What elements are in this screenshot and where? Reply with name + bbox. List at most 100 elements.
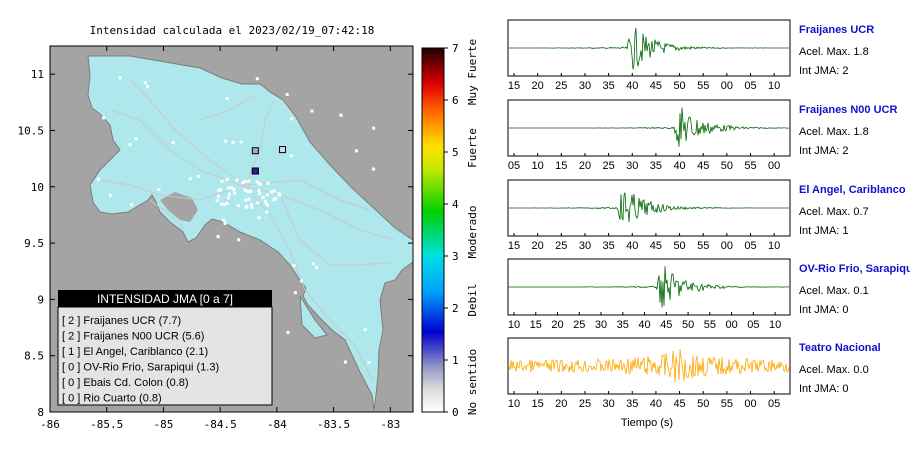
map-y-axis: 11 10.5 10 9.5 9 8.5 8 xyxy=(18,68,413,419)
map-title: Intensidad calculada el 2023/02/19_07:42… xyxy=(90,24,375,37)
trace-tick-label: 20 xyxy=(579,160,591,172)
trace-tick-label: 05 xyxy=(744,240,756,252)
road xyxy=(244,184,373,381)
town-marker xyxy=(223,221,227,225)
trace-tick-label: 40 xyxy=(673,160,685,172)
trace-tick-label: 25 xyxy=(555,80,567,92)
road xyxy=(244,179,371,211)
town-marker xyxy=(289,154,293,158)
town-marker xyxy=(250,205,254,209)
town-marker xyxy=(265,193,269,197)
map-xtick-label: -83 xyxy=(380,418,400,431)
colorbar-category: Muy Fuerte xyxy=(466,39,479,105)
trace-tick-label: 30 xyxy=(626,160,638,172)
town-marker xyxy=(196,175,200,179)
trace-tick-label: 45 xyxy=(697,160,709,172)
legend-title: INTENSIDAD JMA [0 a 7] xyxy=(97,292,233,306)
trace-tick-label: 35 xyxy=(650,160,662,172)
trace-int-jma: Int JMA: 0 xyxy=(799,304,849,316)
trace-tick-label: 00 xyxy=(744,398,756,410)
town-marker xyxy=(134,137,138,141)
trace-station-name: El Angel, Cariblanco xyxy=(799,184,906,196)
trace-panel: 10 15 20 25 30 35 40 45 50 55 00 05 10 OV-Rio Frio, S… xyxy=(507,258,910,331)
town-marker xyxy=(220,202,224,206)
town-marker xyxy=(216,194,220,198)
colorbar-category: Moderado xyxy=(466,206,479,259)
town-marker xyxy=(258,191,262,195)
town-marker xyxy=(225,97,229,101)
legend-item: [ 0 ] Rio Cuarto (0.8) xyxy=(62,393,162,405)
trace-tick-label: 15 xyxy=(508,240,520,252)
legend-box xyxy=(57,306,273,406)
town-marker xyxy=(269,190,273,194)
town-marker xyxy=(293,291,297,295)
trace-tick-label: 55 xyxy=(697,240,709,252)
town-marker xyxy=(311,262,315,266)
trace-tick-label: 10 xyxy=(508,319,520,331)
station-marker xyxy=(279,146,287,154)
trace-tick-label: 05 xyxy=(508,160,520,172)
map-ytick-label: 8 xyxy=(37,406,44,419)
station-marker xyxy=(251,167,259,175)
town-marker xyxy=(188,177,192,181)
trace-tick-label: 50 xyxy=(682,319,694,331)
intensity-legend: INTENSIDAD JMA [0 a 7] [ 2 ] Fraijanes U… xyxy=(57,290,273,406)
town-marker xyxy=(232,188,236,192)
trace-panel: 10 15 20 25 30 35 40 45 50 55 00 05 Teatro Nacional A… xyxy=(507,337,881,410)
trace-tick-label: 45 xyxy=(650,80,662,92)
map-ytick-label: 10.5 xyxy=(18,124,45,137)
trace-tick-label: 15 xyxy=(555,160,567,172)
town-marker xyxy=(300,279,304,283)
trace-tick-label: 50 xyxy=(673,80,685,92)
town-marker xyxy=(265,210,269,214)
trace-acel-max: Acel. Max. 0.1 xyxy=(799,285,869,297)
station-marker xyxy=(251,147,259,155)
trace-tick-label: 45 xyxy=(660,319,672,331)
legend-item: [ 2 ] Fraijanes N00 UCR (5.6) xyxy=(62,331,204,343)
trace-tick-label: 45 xyxy=(673,398,685,410)
trace-tick-label: 10 xyxy=(769,319,781,331)
town-marker xyxy=(372,126,376,130)
map-xtick-label: -86 xyxy=(40,418,60,431)
map-xtick-label: -85.5 xyxy=(90,418,123,431)
map-ytick-label: 8.5 xyxy=(24,350,44,363)
trace-tick-label: 05 xyxy=(744,80,756,92)
town-marker xyxy=(257,216,261,220)
trace-tick-label: 20 xyxy=(551,319,563,331)
trace-tick-label: 25 xyxy=(602,160,614,172)
trace-tick-label: 10 xyxy=(532,160,544,172)
trace-tick-label: 00 xyxy=(768,160,780,172)
town-marker xyxy=(243,180,247,184)
trace-tick-label: 35 xyxy=(602,80,614,92)
town-marker xyxy=(102,116,106,120)
town-marker xyxy=(354,149,358,153)
town-marker xyxy=(247,179,251,183)
waveform xyxy=(508,192,789,223)
town-marker xyxy=(266,181,270,185)
town-marker xyxy=(261,195,265,199)
town-marker xyxy=(249,189,253,193)
town-marker xyxy=(244,198,248,202)
town-marker xyxy=(258,182,262,186)
map-xtick-label: -83.5 xyxy=(317,418,350,431)
map-ytick-label: 10 xyxy=(31,181,44,194)
trace-tick-label: 50 xyxy=(721,160,733,172)
town-marker xyxy=(367,360,371,364)
legend-item: [ 0 ] Ebais Cd. Colon (0.8) xyxy=(62,377,189,389)
town-marker xyxy=(247,197,251,201)
colorbar-tick-label: 2 xyxy=(452,302,459,315)
trace-tick-label: 30 xyxy=(579,80,591,92)
town-marker xyxy=(272,198,276,202)
trace-int-jma: Int JMA: 0 xyxy=(799,383,849,395)
trace-acel-max: Acel. Max. 1.8 xyxy=(799,126,869,138)
town-marker xyxy=(227,186,231,190)
colorbar-category: No sentido xyxy=(466,349,479,415)
town-marker xyxy=(286,330,290,334)
town-marker xyxy=(128,143,132,147)
trace-acel-max: Acel. Max. 1.8 xyxy=(799,46,869,58)
town-marker xyxy=(118,76,122,80)
town-marker xyxy=(216,235,220,239)
colorbar-ticks: 0 1 2 3 4 5 6 7 xyxy=(444,42,459,419)
map-frame xyxy=(49,45,414,413)
